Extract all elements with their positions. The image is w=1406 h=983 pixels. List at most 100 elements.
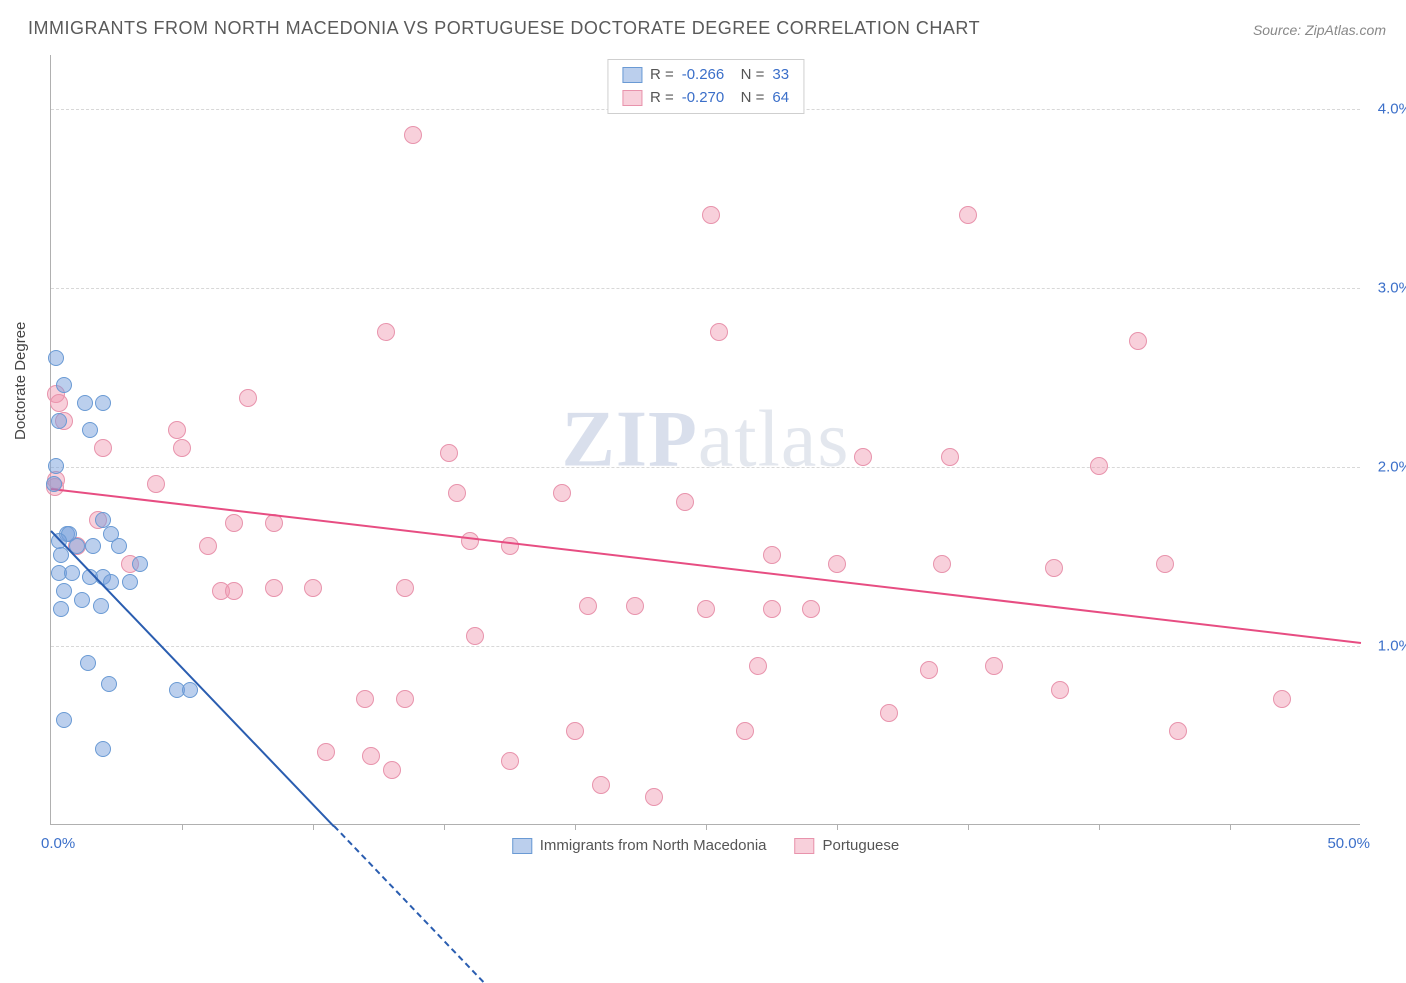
scatter-point bbox=[466, 627, 484, 645]
scatter-point bbox=[854, 448, 872, 466]
scatter-point bbox=[168, 421, 186, 439]
scatter-point bbox=[553, 484, 571, 502]
scatter-point bbox=[147, 475, 165, 493]
gridline bbox=[51, 288, 1360, 289]
scatter-point bbox=[122, 574, 138, 590]
scatter-point bbox=[95, 395, 111, 411]
scatter-point bbox=[53, 601, 69, 617]
scatter-point bbox=[265, 579, 283, 597]
scatter-point bbox=[763, 600, 781, 618]
scatter-point bbox=[132, 556, 148, 572]
scatter-point bbox=[697, 600, 715, 618]
scatter-point bbox=[802, 600, 820, 618]
x-tick bbox=[444, 824, 445, 830]
watermark-zip: ZIP bbox=[562, 395, 698, 483]
y-tick-label: 3.0% bbox=[1378, 279, 1406, 296]
y-tick-label: 1.0% bbox=[1378, 637, 1406, 654]
scatter-point bbox=[111, 538, 127, 554]
scatter-point bbox=[592, 776, 610, 794]
scatter-point bbox=[362, 747, 380, 765]
x-tick bbox=[1099, 824, 1100, 830]
correlation-legend: R = -0.266 N = 33 R = -0.270 N = 64 bbox=[607, 59, 804, 114]
x-tick bbox=[1230, 824, 1231, 830]
y-tick-label: 2.0% bbox=[1378, 458, 1406, 475]
scatter-point bbox=[396, 690, 414, 708]
legend-r-value-2: -0.270 bbox=[682, 87, 725, 110]
scatter-point bbox=[461, 532, 479, 550]
x-tick bbox=[837, 824, 838, 830]
scatter-point bbox=[80, 655, 96, 671]
series-legend: Immigrants from North Macedonia Portugue… bbox=[512, 837, 899, 854]
scatter-point bbox=[317, 743, 335, 761]
scatter-point bbox=[304, 579, 322, 597]
scatter-point bbox=[645, 788, 663, 806]
gridline bbox=[51, 646, 1360, 647]
scatter-point bbox=[566, 722, 584, 740]
series-legend-item-2: Portuguese bbox=[795, 837, 900, 854]
scatter-point bbox=[1129, 332, 1147, 350]
scatter-point bbox=[933, 555, 951, 573]
scatter-point bbox=[1045, 559, 1063, 577]
scatter-point bbox=[404, 126, 422, 144]
source-name: ZipAtlas.com bbox=[1305, 22, 1386, 38]
x-axis-min-label: 0.0% bbox=[41, 835, 75, 852]
scatter-point bbox=[101, 676, 117, 692]
scatter-point bbox=[173, 439, 191, 457]
legend-n-value-1: 33 bbox=[772, 64, 789, 87]
scatter-point bbox=[64, 565, 80, 581]
legend-row-1: R = -0.266 N = 33 bbox=[622, 64, 789, 87]
x-axis-max-label: 50.0% bbox=[1327, 835, 1370, 852]
scatter-point bbox=[1051, 681, 1069, 699]
trend-line bbox=[50, 530, 334, 827]
scatter-point bbox=[93, 598, 109, 614]
scatter-point bbox=[82, 422, 98, 438]
scatter-point bbox=[56, 377, 72, 393]
series-swatch-1 bbox=[512, 838, 532, 854]
scatter-point bbox=[95, 741, 111, 757]
gridline bbox=[51, 467, 1360, 468]
x-tick bbox=[968, 824, 969, 830]
watermark-text: ZIPatlas bbox=[562, 394, 850, 485]
x-tick bbox=[706, 824, 707, 830]
legend-n-label: N = bbox=[732, 87, 764, 110]
scatter-point bbox=[1156, 555, 1174, 573]
scatter-point bbox=[920, 661, 938, 679]
series-swatch-2 bbox=[795, 838, 815, 854]
scatter-point bbox=[579, 597, 597, 615]
legend-r-label: R = bbox=[650, 64, 674, 87]
scatter-point bbox=[1169, 722, 1187, 740]
scatter-point bbox=[763, 546, 781, 564]
scatter-point bbox=[199, 537, 217, 555]
series-legend-item-1: Immigrants from North Macedonia bbox=[512, 837, 767, 854]
source-label: Source: bbox=[1253, 22, 1301, 38]
series-name-1: Immigrants from North Macedonia bbox=[540, 837, 767, 854]
scatter-point bbox=[56, 583, 72, 599]
scatter-point bbox=[225, 582, 243, 600]
scatter-point bbox=[941, 448, 959, 466]
scatter-point bbox=[48, 458, 64, 474]
scatter-point bbox=[626, 597, 644, 615]
scatter-point bbox=[396, 579, 414, 597]
x-tick bbox=[182, 824, 183, 830]
scatter-point bbox=[702, 206, 720, 224]
scatter-point bbox=[85, 538, 101, 554]
scatter-point bbox=[94, 439, 112, 457]
legend-r-value-1: -0.266 bbox=[682, 64, 725, 87]
scatter-point bbox=[74, 592, 90, 608]
scatter-point bbox=[736, 722, 754, 740]
scatter-point bbox=[46, 476, 62, 492]
scatter-point bbox=[383, 761, 401, 779]
legend-swatch-1 bbox=[622, 67, 642, 83]
scatter-point bbox=[1090, 457, 1108, 475]
watermark-atlas: atlas bbox=[698, 395, 850, 483]
scatter-point bbox=[239, 389, 257, 407]
scatter-point bbox=[959, 206, 977, 224]
scatter-point bbox=[50, 394, 68, 412]
legend-swatch-2 bbox=[622, 90, 642, 106]
scatter-point bbox=[356, 690, 374, 708]
scatter-point bbox=[448, 484, 466, 502]
y-tick-label: 4.0% bbox=[1378, 100, 1406, 117]
scatter-point bbox=[985, 657, 1003, 675]
scatter-point bbox=[501, 752, 519, 770]
x-tick bbox=[313, 824, 314, 830]
